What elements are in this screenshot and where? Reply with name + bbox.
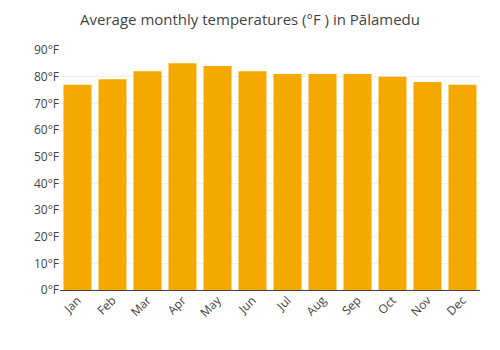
svg-text:60°F: 60°F — [34, 121, 59, 138]
svg-text:Sep: Sep — [338, 292, 365, 319]
svg-text:Nov: Nov — [407, 292, 435, 320]
svg-text:90°F: 90°F — [34, 41, 59, 58]
svg-text:20°F: 20°F — [34, 228, 59, 245]
svg-text:Apr: Apr — [164, 292, 190, 318]
svg-text:40°F: 40°F — [34, 175, 59, 192]
svg-text:10°F: 10°F — [34, 255, 59, 272]
svg-text:Feb: Feb — [93, 292, 119, 318]
svg-text:May: May — [196, 291, 225, 320]
svg-text:0°F: 0°F — [41, 281, 59, 298]
svg-text:50°F: 50°F — [34, 148, 59, 165]
svg-text:Jul: Jul — [272, 292, 294, 314]
svg-text:Dec: Dec — [443, 292, 470, 319]
svg-text:Oct: Oct — [374, 292, 400, 318]
svg-text:70°F: 70°F — [34, 95, 59, 112]
svg-text:80°F: 80°F — [34, 68, 59, 85]
svg-text:Jan: Jan — [60, 292, 85, 317]
svg-text:Mar: Mar — [127, 292, 155, 320]
svg-text:Jun: Jun — [234, 292, 259, 317]
svg-text:30°F: 30°F — [34, 201, 59, 218]
svg-text:Average monthly temperatures (: Average monthly temperatures (°F ) in Pā… — [80, 9, 420, 29]
svg-text:Aug: Aug — [302, 292, 330, 320]
